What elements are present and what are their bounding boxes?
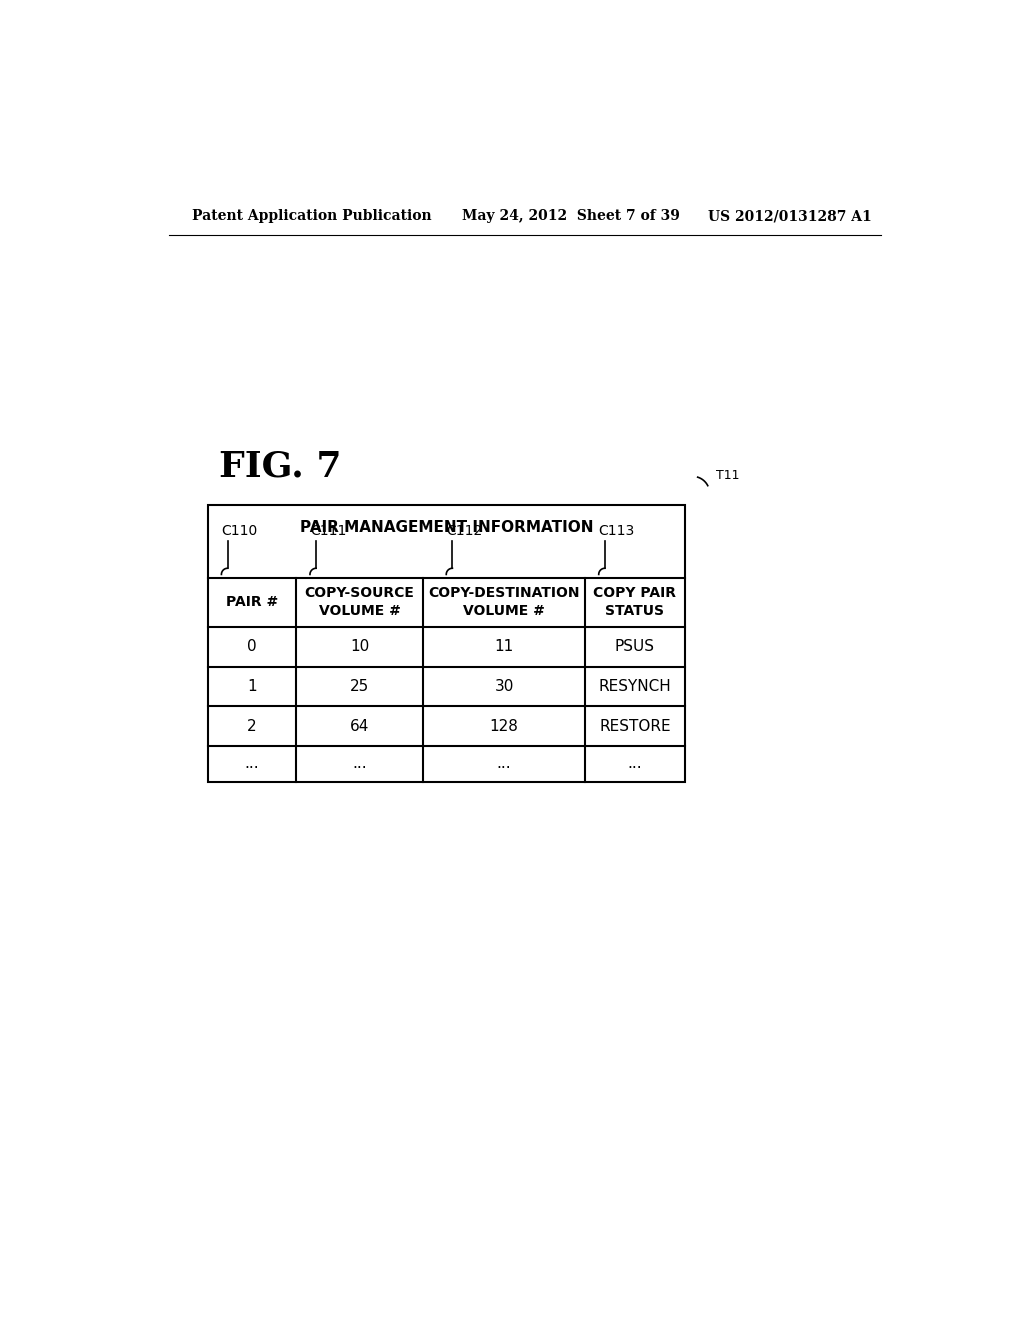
Text: 0: 0: [247, 639, 257, 655]
Text: 10: 10: [350, 639, 370, 655]
Text: C112: C112: [446, 524, 482, 539]
Text: 1: 1: [247, 678, 257, 694]
Text: 30: 30: [495, 678, 514, 694]
Text: PAIR #: PAIR #: [225, 595, 278, 610]
Text: RESTORE: RESTORE: [599, 718, 671, 734]
Text: 64: 64: [350, 718, 370, 734]
Text: 128: 128: [489, 718, 518, 734]
Text: ...: ...: [352, 756, 367, 771]
Text: C110: C110: [221, 524, 258, 539]
Text: FIG. 7: FIG. 7: [219, 449, 342, 483]
Text: 11: 11: [495, 639, 514, 655]
Text: C111: C111: [310, 524, 346, 539]
Text: US 2012/0131287 A1: US 2012/0131287 A1: [708, 209, 871, 223]
Text: PSUS: PSUS: [614, 639, 655, 655]
Text: May 24, 2012  Sheet 7 of 39: May 24, 2012 Sheet 7 of 39: [462, 209, 680, 223]
Text: T11: T11: [716, 469, 739, 482]
Text: 25: 25: [350, 678, 370, 694]
Text: ...: ...: [497, 756, 511, 771]
Bar: [208, 506, 685, 781]
Text: C113: C113: [599, 524, 635, 539]
Text: Patent Application Publication: Patent Application Publication: [193, 209, 432, 223]
Text: RESYNCH: RESYNCH: [599, 678, 672, 694]
Text: 2: 2: [247, 718, 257, 734]
Text: COPY-DESTINATION
VOLUME #: COPY-DESTINATION VOLUME #: [428, 586, 580, 619]
Text: COPY PAIR
STATUS: COPY PAIR STATUS: [594, 586, 677, 619]
Text: PAIR MANAGEMENT INFORMATION: PAIR MANAGEMENT INFORMATION: [299, 520, 593, 535]
Text: ...: ...: [245, 756, 259, 771]
Text: COPY-SOURCE
VOLUME #: COPY-SOURCE VOLUME #: [305, 586, 415, 619]
Text: ...: ...: [628, 756, 642, 771]
